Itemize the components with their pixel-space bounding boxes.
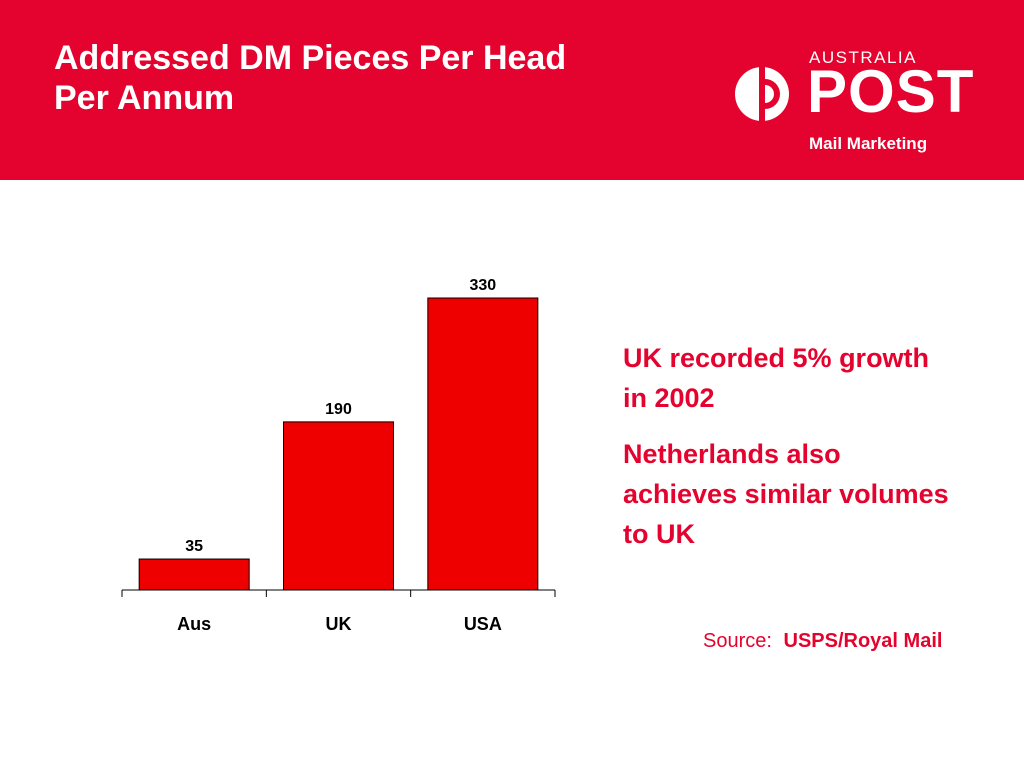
australia-post-p-logo-icon (735, 67, 789, 121)
note-uk-growth: UK recorded 5% growth in 2002 (623, 343, 930, 413)
bar-chart: 35 Aus 190 UK 330 USA (121, 277, 556, 634)
source-citation: Source: USPS/Royal Mail (703, 630, 942, 653)
bar-usa (427, 297, 539, 591)
x-tick-label-usa: USA (464, 614, 502, 634)
source-label: Source: (703, 630, 772, 652)
header-banner: Addressed DM Pieces Per Head Per Annum A… (0, 0, 1024, 180)
data-label-uk: 190 (325, 401, 352, 418)
page-title: Addressed DM Pieces Per Head Per Annum (54, 38, 694, 118)
note-netherlands: Netherlands also achieves similar volume… (623, 439, 949, 549)
logo-wordmark: POST (807, 58, 975, 125)
title-line-2: Per Annum (54, 79, 235, 117)
logo-subtitle: Mail Marketing (809, 134, 928, 153)
title-line-1: Addressed DM Pieces Per Head (54, 39, 567, 77)
bar-aus (138, 558, 250, 591)
source-value: USPS/Royal Mail (783, 630, 943, 652)
australia-post-logo: AUSTRALIA POST Mail Marketing (733, 48, 993, 158)
bar-uk (283, 421, 394, 591)
notes-panel: UK recorded 5% growth in 2002 Netherland… (623, 338, 953, 570)
logo-country-text: AUSTRALIA (809, 48, 917, 67)
data-label-usa: 330 (469, 277, 496, 294)
x-tick-label-aus: Aus (177, 614, 211, 634)
data-label-aus: 35 (185, 538, 203, 555)
x-tick-label-uk: UK (326, 614, 352, 634)
